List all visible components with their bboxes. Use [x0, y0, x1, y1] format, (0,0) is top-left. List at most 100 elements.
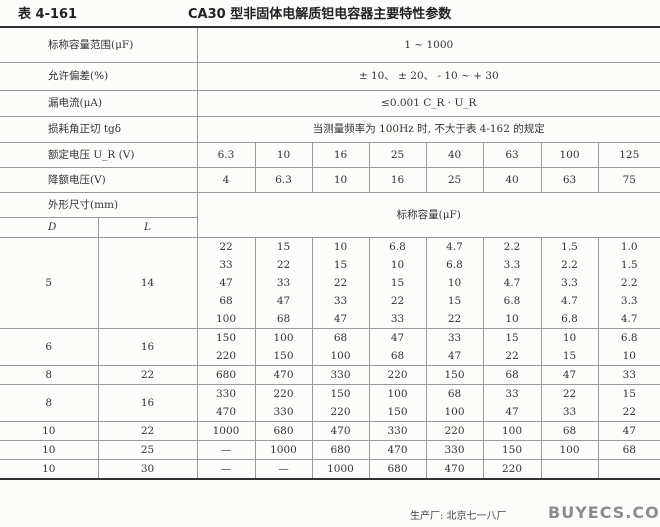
capacity-value: 330 — [387, 425, 408, 437]
capacity-value: 150 — [387, 406, 408, 418]
rated-voltage-value: 25 — [368, 142, 427, 168]
capacity-value: 3.3 — [561, 277, 578, 289]
capacity-value: 68 — [447, 388, 462, 400]
derated-voltage-value: 10 — [311, 167, 370, 193]
capacity-value: 150 — [215, 332, 237, 344]
capacity-value: 47 — [622, 425, 636, 437]
capacity-value: 22 — [276, 259, 291, 271]
capacity-value: 47 — [333, 313, 348, 325]
capacity-cell: 33 47 — [425, 328, 484, 366]
length-cell: 16 — [97, 384, 198, 422]
size-group-row: 10 25 — 1000 680 470 330 150 100 68 — [0, 440, 660, 460]
spec-value: ± 10、 ± 20、 - 10 ~ + 30 — [196, 62, 660, 91]
rated-voltage-value: 40 — [425, 142, 484, 168]
spec-label: 允许偏差(%) — [0, 62, 198, 91]
capacity-value: 100 — [330, 350, 351, 362]
capacity-cell: 150 220 — [196, 328, 256, 366]
capacity-value: 470 — [273, 369, 294, 381]
capacity-value: 6.8 — [389, 241, 406, 253]
capacity-value: 33 — [505, 388, 519, 400]
capacity-value: 68 — [390, 350, 405, 362]
capacity-cell: 680 — [368, 459, 427, 480]
manufacturer-note: 生产厂: 北京七一八厂 — [410, 511, 507, 522]
capacity-value: 47 — [276, 295, 291, 307]
capacity-cell: 470 — [368, 440, 427, 460]
capacity-value: 1000 — [270, 444, 297, 456]
capacity-header: 标称容量(μF) — [196, 192, 660, 238]
capacity-value — [599, 460, 660, 478]
capacity-value: 22 — [390, 295, 405, 307]
capacity-value: 47 — [219, 277, 233, 289]
capacity-value: 330 — [273, 406, 294, 418]
spec-label: 漏电流(μA) — [0, 90, 198, 117]
capacity-value: 68 — [219, 295, 233, 307]
capacity-cell: 150 — [482, 440, 542, 460]
capacity-value: 100 — [273, 332, 294, 344]
capacity-value: 15 — [447, 295, 462, 307]
capacity-value: 220 — [387, 369, 408, 381]
derated-voltage-row: 降额电压(V) 4 6.3 10 16 25 40 63 75 — [0, 167, 660, 193]
capacity-value: 1.5 — [620, 259, 638, 271]
capacity-value: 22 — [447, 313, 462, 325]
capacity-value: 15 — [333, 259, 348, 271]
capacity-cell: 47 — [540, 365, 599, 385]
capacity-cell: 470 — [311, 421, 370, 441]
capacity-value: 22 — [505, 350, 519, 362]
rated-voltage-value: 100 — [540, 142, 599, 168]
derated-voltage-value: 75 — [597, 167, 660, 193]
capacity-value: 68 — [276, 313, 291, 325]
capacity-value: 68 — [562, 425, 577, 437]
derated-voltage-value: 25 — [425, 167, 484, 193]
capacity-cell: 680 — [254, 421, 313, 441]
capacity-value: 100 — [387, 388, 408, 400]
capacity-value: 6.8 — [561, 313, 578, 325]
diameter-cell: 10 — [0, 459, 99, 480]
derated-voltage-value: 6.3 — [254, 167, 313, 193]
d-header: D — [0, 217, 99, 238]
capacity-cell: 100 150 — [368, 384, 427, 422]
capacity-value: 220 — [444, 425, 465, 437]
capacity-value: 4.7 — [561, 295, 578, 307]
spec-value: ≤0.001 C_R · U_R — [196, 90, 660, 117]
watermark-logo: BUYECS.COM — [548, 503, 660, 522]
derated-voltage-label: 降额电压(V) — [0, 167, 198, 193]
spec-label: 标称容量范围(μF) — [0, 26, 198, 63]
capacity-cell: 680 — [311, 440, 370, 460]
capacity-cell — [540, 459, 599, 480]
rated-voltage-value: 125 — [597, 142, 660, 168]
capacity-value: 33 — [390, 313, 405, 325]
rated-voltage-value: 10 — [254, 142, 313, 168]
diameter-cell: 8 — [0, 365, 99, 385]
capacity-value: 15 — [276, 241, 291, 253]
capacity-value: 330 — [330, 369, 351, 381]
capacity-value: 10 — [390, 259, 405, 271]
capacity-cell: — — [196, 440, 256, 460]
size-group-row: 8 22 680 470 330 220 150 68 47 33 — [0, 365, 660, 385]
capacity-cell: 68 — [540, 421, 599, 441]
capacity-cell: — — [196, 459, 256, 480]
capacity-value: 470 — [215, 406, 237, 418]
capacity-cell: 330 — [425, 440, 484, 460]
table-title: CA30 型非固体电解质钽电容器主要特性参数 — [188, 7, 452, 22]
capacity-value: 150 — [444, 369, 465, 381]
capacity-cell: 1000 — [311, 459, 370, 480]
spec-value: 当测量频率为 100Hz 时, 不大于表 4-162 的规定 — [196, 116, 660, 143]
capacity-value: 4.7 — [446, 241, 463, 253]
diameter-cell: 8 — [0, 384, 99, 422]
capacity-cell: 220 — [482, 459, 542, 480]
capacity-value: 15 — [390, 277, 405, 289]
length-cell: 30 — [97, 459, 198, 480]
diameter-cell: 10 — [0, 440, 99, 460]
capacity-value: 10 — [622, 350, 636, 362]
capacity-value: 680 — [387, 463, 408, 475]
derated-voltage-value: 63 — [540, 167, 599, 193]
capacity-cell: 100 — [482, 421, 542, 441]
capacity-value: 470 — [387, 444, 408, 456]
capacity-value: — — [220, 463, 232, 475]
diameter-cell: 5 — [0, 237, 99, 329]
capacity-value: 100 — [501, 425, 523, 437]
capacity-value: 1000 — [212, 425, 240, 437]
capacity-cell: 22 33 — [540, 384, 599, 422]
rated-voltage-row: 额定电压 U_R (V) 6.3 10 16 25 40 63 100 125 — [0, 142, 660, 168]
spec-table: 标称容量范围(μF) 1 ~ 1000 允许偏差(%) ± 10、 ± 20、 - 1… — [0, 26, 660, 480]
